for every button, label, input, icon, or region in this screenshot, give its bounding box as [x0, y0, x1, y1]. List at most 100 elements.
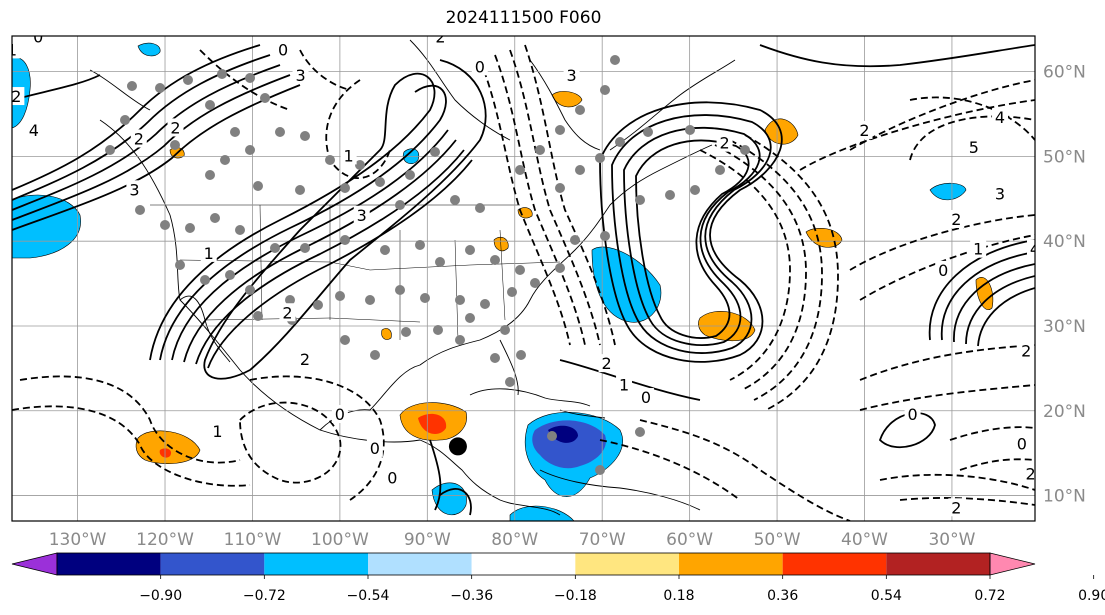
contour-line: [729, 139, 823, 401]
station-dot: [505, 377, 515, 387]
station-dot: [401, 327, 411, 337]
orange-region: [493, 236, 509, 252]
colorbar-segment: [264, 553, 368, 575]
longitude-label: 30°W: [928, 530, 975, 550]
contour-label-bg: [471, 57, 488, 76]
contour-label-bg: [30, 36, 47, 46]
station-dot: [455, 335, 465, 345]
station-dot: [245, 145, 255, 155]
colorbar-tick-label: −0.18: [554, 588, 597, 604]
station-dot: [295, 185, 305, 195]
contour-line: [199, 49, 291, 111]
contour-line: [953, 263, 1035, 343]
contour-line: [759, 44, 1035, 68]
contour-label-bg: [856, 120, 873, 139]
station-dot: [715, 165, 725, 175]
contour-label-bg: [598, 354, 615, 373]
contour-label-bg: [275, 40, 292, 59]
contour-label-bg: [292, 65, 309, 84]
station-dot: [395, 200, 405, 210]
station-dot: [225, 270, 235, 280]
contour-line: [849, 79, 1035, 151]
contour-label: 4: [29, 121, 39, 140]
graticule: [12, 36, 1035, 521]
station-dot: [516, 350, 526, 360]
contour-label: 0: [907, 405, 917, 424]
contour-line: [12, 44, 261, 191]
contour-label-bg: [970, 239, 987, 258]
contour-label: 2: [11, 87, 21, 106]
contour-label: 3: [295, 66, 305, 85]
contour-line: [977, 287, 1035, 347]
colorbar-low-arrow: [11, 552, 58, 576]
station-dot: [433, 325, 443, 335]
contour-label-bg: [353, 205, 370, 224]
longitude-label: 130°W: [49, 530, 107, 550]
station-dot: [217, 69, 227, 79]
contour-label: 2: [601, 354, 611, 373]
contour-line: [439, 488, 472, 516]
station-dot: [365, 295, 375, 305]
station-dot: [570, 235, 580, 245]
contour-label: 0: [387, 469, 397, 488]
contour-label: 1: [973, 240, 983, 259]
contour-line: [639, 419, 851, 521]
station-dot: [340, 335, 350, 345]
red-region: [418, 413, 447, 434]
station-dot: [635, 195, 645, 205]
colorbar-tick-label: −0.54: [347, 588, 390, 604]
latitude-label: 50°N: [1043, 147, 1086, 167]
contour-line: [524, 44, 616, 346]
station-dot: [507, 287, 517, 297]
station-dot: [530, 278, 540, 288]
contour-label: 1: [7, 40, 17, 59]
latitude-labels: 60°N 50°N 40°N 30°N 20°N 10°N: [1043, 63, 1086, 507]
longitude-label: 120°W: [136, 530, 194, 550]
contour-line: [183, 139, 457, 363]
orange-region: [381, 328, 392, 340]
contour-line: [928, 239, 1035, 341]
contour-label-bg: [965, 137, 982, 156]
contour-line: [878, 412, 936, 449]
station-dot: [105, 145, 115, 155]
contour-line: [249, 375, 385, 501]
station-dot: [635, 427, 645, 437]
colorbar-tick-label: −0.72: [243, 588, 286, 604]
station-dot: [430, 147, 440, 157]
shaded-fields: [12, 42, 994, 521]
contour-label: 2: [170, 118, 180, 137]
contour-label-bg: [331, 405, 348, 424]
contour-line: [12, 405, 251, 487]
station-dot: [200, 275, 210, 285]
cyan-region: [137, 42, 161, 57]
contour-label: 1: [619, 375, 629, 394]
colorbar-tick-label: −0.90: [139, 588, 182, 604]
latitude-label: 30°N: [1043, 317, 1086, 337]
contour-label: 5: [969, 138, 979, 157]
colorbar-segment: [57, 553, 161, 575]
contour-label: 0: [938, 261, 948, 280]
contour-label-bg: [366, 438, 383, 457]
station-dot: [355, 160, 365, 170]
station-dot: [205, 100, 215, 110]
station-dot: [270, 243, 280, 253]
contour-label: 3: [995, 185, 1005, 204]
station-dot: [600, 231, 610, 241]
contour-line: [494, 54, 586, 346]
colorbar-segment: [679, 553, 783, 575]
station-dot: [325, 155, 335, 165]
contour-label-bg: [935, 260, 952, 279]
contour-label-bg: [25, 120, 42, 139]
contour-line: [940, 251, 1035, 341]
station-dot: [300, 243, 310, 253]
contour-line: [909, 96, 1035, 141]
contour-label-bg: [411, 11, 427, 29]
contour-line: [799, 99, 1035, 171]
latitude-label: 10°N: [1043, 487, 1086, 507]
station-dot: [415, 240, 425, 250]
longitude-label: 110°W: [224, 530, 282, 550]
contour-label: 2: [951, 498, 961, 517]
station-dot: [490, 255, 500, 265]
contour-line: [299, 49, 351, 91]
